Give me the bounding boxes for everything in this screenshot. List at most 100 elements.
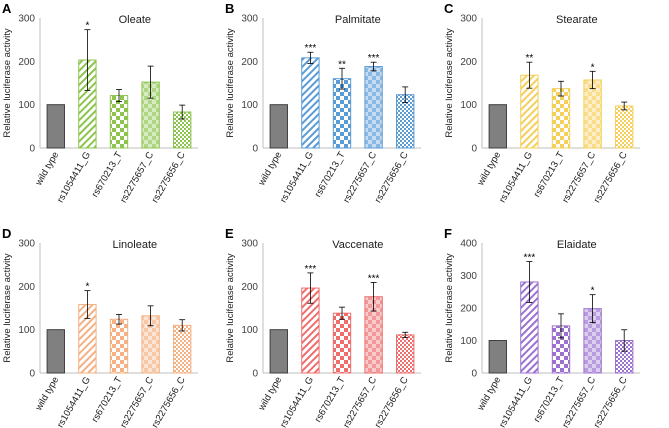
x-tick-label: rs2275657_C: [560, 375, 598, 428]
significance-marker: ***: [305, 43, 317, 54]
bar-rs670213_t: [109, 318, 129, 374]
bar-wild-type: [46, 104, 65, 149]
x-tick-label: rs2275656_C: [373, 375, 411, 428]
panel-e: E 0 100 200 300 Relative luciferase activity V…: [225, 226, 421, 428]
bar-rs2275657_c: [364, 66, 383, 149]
x-tick-label: rs670213_T: [90, 150, 125, 200]
significance-marker: ***: [305, 264, 317, 275]
x-tick-label: wild type: [256, 375, 285, 413]
bar-rs2275656_c: [396, 334, 415, 374]
panel-d: D 0 100 200 300 Relative luciferase activity L…: [2, 226, 198, 428]
x-tick-label: rs670213_T: [313, 150, 348, 200]
y-tick-label: 300: [241, 14, 258, 25]
y-tick-label: 0: [29, 369, 35, 380]
x-tick-label: wild type: [256, 150, 285, 188]
bar-wild-type: [269, 104, 288, 149]
x-tick-label: rs2275656_C: [150, 150, 188, 205]
bar-rs2275656_c: [615, 105, 634, 149]
panel-title: Vaccenate: [332, 239, 383, 251]
x-tick-label: rs2275657_C: [118, 375, 156, 428]
panel-label: E: [225, 226, 234, 241]
x-tick-label: rs2275656_C: [373, 150, 411, 205]
panel-title: Linoleate: [112, 239, 157, 251]
x-tick-label: rs1054411_G: [278, 375, 316, 428]
panel-label: D: [2, 226, 11, 241]
significance-marker: *: [85, 21, 89, 32]
bar-rs670213_t: [109, 95, 129, 149]
y-axis-label: Relative luciferase activity: [444, 253, 455, 363]
panel-a: A 0 100 200 300 Relative luciferase activity O…: [2, 1, 198, 205]
panel-c: C 0 100 200 300 Relative luciferase activity S…: [444, 1, 640, 205]
y-tick-label: 300: [460, 271, 477, 282]
x-tick-label: rs670213_T: [313, 375, 348, 425]
x-tick-label: rs2275656_C: [592, 150, 630, 205]
x-tick-label: wild type: [475, 375, 504, 413]
y-tick-label: 400: [460, 239, 477, 250]
y-axis-label: Relative luciferase activity: [225, 253, 236, 363]
bar-wild-type: [46, 329, 65, 374]
y-tick-label: 200: [18, 282, 35, 293]
panel-b: B 0 100 200 300 Relative luciferase activity P…: [225, 1, 421, 205]
panel-title: Palmitate: [335, 14, 381, 26]
y-tick-label: 200: [18, 57, 35, 68]
panel-label: C: [444, 1, 454, 16]
y-tick-label: 0: [252, 369, 258, 380]
y-tick-label: 100: [241, 325, 258, 336]
significance-marker: **: [338, 59, 346, 70]
x-tick-label: rs1054411_G: [497, 375, 535, 428]
x-tick-label: rs670213_T: [90, 375, 125, 425]
y-tick-label: 0: [471, 144, 477, 155]
panel-title: Oleate: [119, 14, 151, 26]
x-tick-label: wild type: [475, 150, 504, 188]
y-tick-label: 300: [18, 239, 35, 250]
y-axis-label: Relative luciferase activity: [444, 28, 455, 138]
bar-rs670213_t: [332, 312, 352, 374]
panel-label: B: [225, 1, 234, 16]
x-tick-label: rs670213_T: [532, 375, 567, 425]
y-tick-label: 100: [241, 100, 258, 111]
significance-marker: ***: [524, 253, 536, 264]
x-tick-label: wild type: [33, 375, 62, 413]
bar-rs1054411_g: [301, 57, 320, 149]
x-tick-label: rs2275656_C: [150, 375, 188, 428]
significance-marker: **: [526, 53, 534, 64]
bar-rs2275657_c: [583, 79, 602, 149]
x-tick-label: rs2275656_C: [592, 375, 630, 428]
significance-marker: ***: [368, 273, 380, 284]
y-tick-label: 300: [241, 239, 258, 250]
x-tick-label: wild type: [33, 150, 62, 188]
significance-marker: *: [85, 282, 89, 293]
y-tick-label: 100: [460, 336, 477, 347]
y-tick-label: 100: [460, 100, 477, 111]
panel-title: Elaidate: [557, 239, 597, 251]
bar-rs670213_t: [551, 88, 571, 149]
y-tick-label: 200: [241, 57, 258, 68]
significance-marker: *: [591, 62, 595, 73]
significance-marker: ***: [368, 53, 380, 64]
y-tick-label: 100: [18, 325, 35, 336]
y-tick-label: 300: [460, 14, 477, 25]
bar-wild-type: [269, 329, 288, 374]
bar-rs2275656_c: [173, 324, 192, 374]
panel-title: Stearate: [556, 14, 598, 26]
panel-label: F: [444, 226, 452, 241]
panel-label: A: [2, 1, 12, 16]
y-axis-label: Relative luciferase activity: [225, 28, 236, 138]
bar-wild-type: [488, 104, 507, 149]
x-tick-label: rs1054411_G: [497, 150, 535, 205]
bar-wild-type: [488, 340, 507, 374]
y-tick-label: 0: [252, 144, 258, 155]
x-tick-label: rs2275657_C: [341, 375, 379, 428]
y-tick-label: 200: [241, 282, 258, 293]
y-tick-label: 200: [460, 304, 477, 315]
y-tick-label: 0: [471, 369, 477, 380]
panel-f: F 0 100 200 300 400 Relative luciferase activi…: [444, 226, 640, 428]
x-tick-label: rs1054411_G: [55, 375, 93, 428]
x-tick-label: rs1054411_G: [55, 150, 93, 205]
y-tick-label: 200: [460, 57, 477, 68]
x-tick-label: rs1054411_G: [278, 150, 316, 205]
y-tick-label: 100: [18, 100, 35, 111]
y-axis-label: Relative luciferase activity: [2, 253, 13, 363]
y-tick-label: 300: [18, 14, 35, 25]
